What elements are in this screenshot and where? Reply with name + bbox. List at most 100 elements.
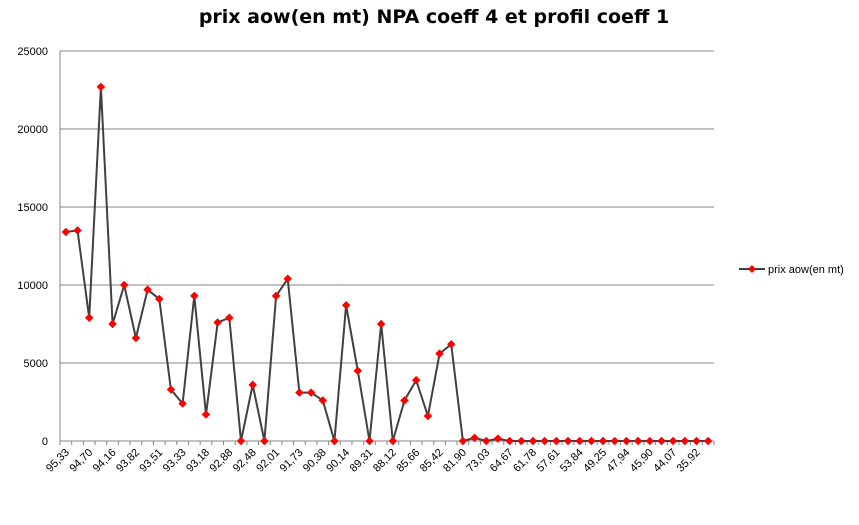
data-point	[119, 280, 129, 290]
data-point	[645, 436, 655, 446]
x-tick-label: 81,90	[441, 447, 469, 475]
data-point	[633, 436, 643, 446]
data-point	[680, 436, 690, 446]
x-tick-label: 90,38	[301, 447, 329, 475]
data-point	[598, 436, 608, 446]
x-tick-label: 61,78	[511, 447, 539, 475]
x-tick-label: 73,03	[464, 447, 492, 475]
data-point	[668, 436, 678, 446]
data-point	[213, 318, 223, 327]
data-point	[470, 433, 479, 443]
data-point	[610, 436, 620, 446]
chart-title: prix aow(en mt) NPA coeff 4 et profil co…	[198, 6, 670, 28]
data-point	[143, 285, 152, 295]
data-point	[388, 436, 398, 446]
data-point	[189, 291, 199, 301]
data-point	[528, 436, 538, 446]
x-tick-label: 47,94	[605, 447, 633, 475]
data-point	[61, 227, 71, 237]
x-tick-label: 93,18	[184, 447, 212, 475]
data-point	[131, 333, 141, 343]
data-point	[283, 274, 293, 284]
x-tick-label: 90,14	[324, 447, 352, 475]
x-tick-label: 92,48	[231, 447, 259, 475]
x-tick-label: 93,51	[137, 447, 165, 475]
data-point	[306, 388, 316, 397]
data-point	[622, 436, 631, 446]
x-tick-label: 92,88	[208, 447, 236, 475]
data-point	[516, 436, 526, 446]
data-point	[201, 410, 211, 419]
y-tick-label: 25000	[17, 46, 48, 58]
data-point	[587, 436, 596, 446]
x-tick-label: 85,42	[418, 447, 446, 475]
x-tick-label: 93,82	[114, 447, 142, 475]
data-point	[551, 436, 561, 446]
data-point	[657, 436, 666, 446]
y-tick-label: 5000	[24, 358, 48, 370]
data-point	[224, 313, 234, 323]
data-point	[505, 436, 514, 446]
series-line	[65, 85, 709, 442]
data-point	[692, 436, 701, 446]
legend-marker-swatch	[748, 265, 756, 273]
x-tick-label: 95,33	[44, 447, 72, 475]
x-tick-label: 89,31	[348, 447, 376, 475]
x-tick-label: 94,70	[67, 447, 95, 475]
data-point	[458, 436, 468, 446]
data-point	[376, 319, 386, 329]
data-point	[540, 436, 550, 446]
data-point	[400, 396, 409, 405]
x-tick-label: 49,25	[581, 447, 609, 475]
legend: prix aow(en mt)	[739, 264, 844, 276]
x-tick-label: 64,67	[488, 447, 516, 475]
y-tick-label: 0	[42, 436, 48, 448]
legend-label: prix aow(en mt)	[768, 264, 844, 276]
data-point	[703, 436, 713, 446]
data-point	[493, 434, 503, 444]
y-tick-label: 10000	[17, 280, 48, 292]
x-tick-label: 44,07	[651, 447, 679, 475]
x-tick-label: 92,01	[254, 447, 282, 475]
data-point	[423, 411, 433, 421]
x-tick-label: 45,90	[628, 447, 656, 475]
data-point	[365, 436, 374, 446]
data-point	[575, 436, 585, 446]
y-tick-label: 15000	[17, 202, 48, 214]
data-point	[295, 388, 304, 397]
data-point	[341, 300, 351, 310]
data-point	[353, 366, 363, 376]
y-tick-label: 20000	[17, 124, 48, 136]
data-point	[236, 436, 246, 446]
x-tick-label: 93,33	[161, 447, 189, 475]
data-point	[481, 436, 491, 446]
data-point	[73, 226, 82, 235]
x-tick-label: 57,61	[535, 447, 563, 475]
data-point	[84, 313, 94, 323]
data-point	[330, 436, 339, 446]
x-tick-label: 85,66	[394, 447, 422, 475]
data-point	[271, 291, 281, 301]
x-tick-label: 53,84	[558, 447, 586, 475]
data-point	[108, 319, 117, 329]
data-point	[318, 396, 328, 405]
data-point	[446, 339, 456, 349]
data-point	[166, 385, 176, 394]
data-point	[563, 436, 573, 446]
data-point	[248, 380, 258, 390]
data-point	[435, 349, 444, 358]
x-tick-label: 35,92	[675, 447, 703, 475]
data-point	[411, 375, 421, 385]
data-point	[154, 294, 164, 304]
x-tick-label: 91,73	[278, 447, 306, 475]
data-point	[260, 436, 269, 446]
x-tick-label: 94,16	[91, 447, 119, 475]
data-point	[96, 82, 106, 92]
y-axis-tick-labels: 0 5000 10000 15000 20000 25000	[17, 46, 48, 448]
x-axis-tick-labels: 95,3394,7094,1693,8293,5193,3393,1892,88…	[44, 447, 703, 475]
plot-area	[61, 82, 713, 446]
x-tick-label: 88,12	[371, 447, 399, 475]
grid-lines	[60, 50, 714, 364]
data-point	[178, 399, 187, 408]
